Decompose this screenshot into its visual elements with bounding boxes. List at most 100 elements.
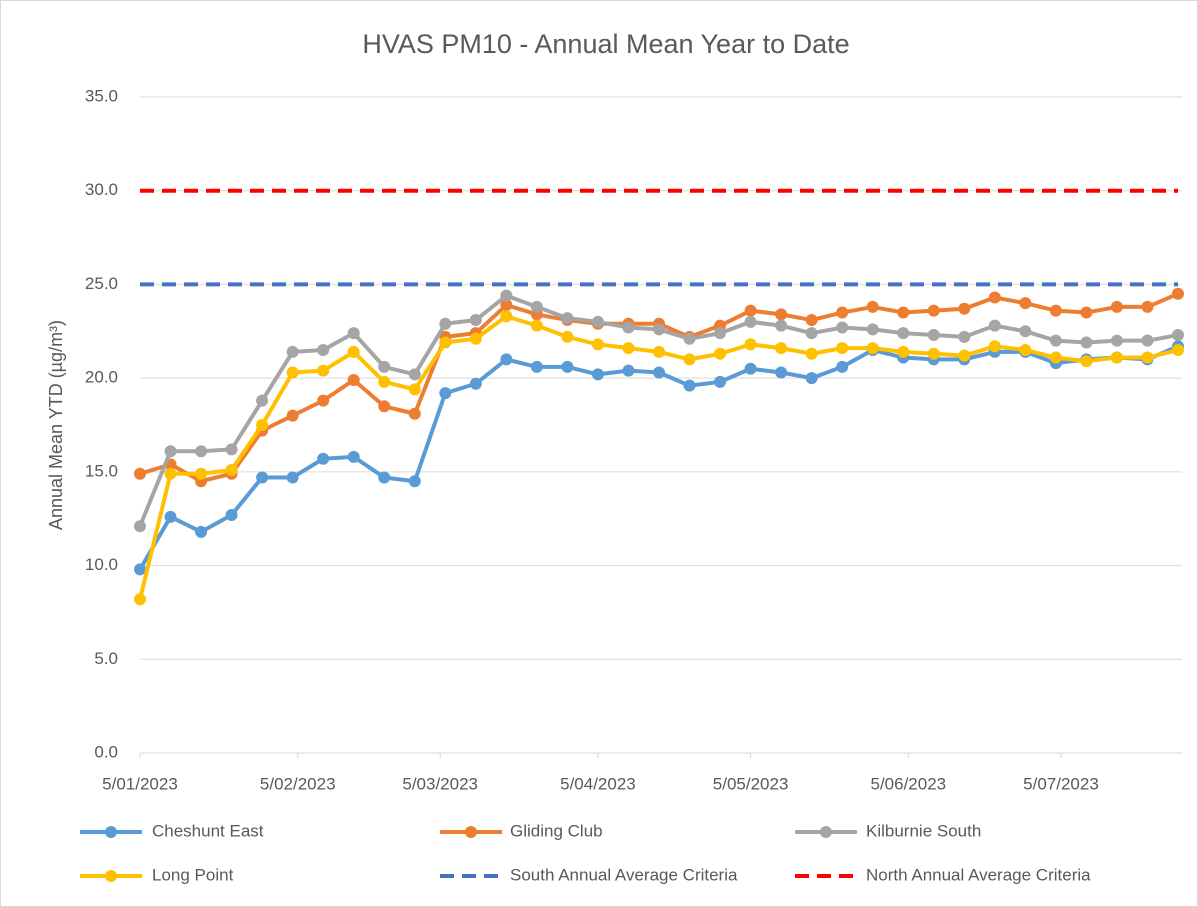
data-point bbox=[927, 304, 940, 317]
data-point bbox=[1019, 344, 1032, 357]
data-point bbox=[1110, 300, 1123, 313]
x-tick-label: 5/06/2023 bbox=[871, 774, 947, 793]
data-point bbox=[744, 315, 757, 328]
y-tick-label: 5.0 bbox=[94, 649, 118, 668]
data-point bbox=[958, 302, 971, 315]
legend-label: Gliding Club bbox=[510, 821, 603, 840]
data-point bbox=[958, 330, 971, 343]
data-point bbox=[317, 394, 330, 407]
data-point bbox=[683, 332, 696, 345]
x-tick-label: 5/05/2023 bbox=[713, 774, 789, 793]
data-point bbox=[195, 467, 208, 480]
data-point bbox=[347, 345, 360, 358]
data-point bbox=[134, 467, 146, 480]
y-tick-label: 10.0 bbox=[85, 555, 118, 574]
data-point bbox=[378, 471, 391, 484]
data-point bbox=[134, 593, 146, 606]
data-point bbox=[805, 327, 818, 340]
data-point bbox=[714, 327, 727, 340]
data-point bbox=[164, 510, 177, 523]
x-tick-label: 5/02/2023 bbox=[260, 774, 336, 793]
x-tick-label: 5/07/2023 bbox=[1023, 774, 1099, 793]
data-point bbox=[500, 299, 513, 312]
data-point bbox=[836, 306, 849, 319]
y-tick-label: 20.0 bbox=[85, 368, 118, 387]
data-point bbox=[134, 563, 146, 576]
data-point bbox=[958, 349, 971, 362]
data-point bbox=[225, 463, 238, 476]
data-point bbox=[988, 319, 1001, 332]
data-point bbox=[408, 407, 421, 420]
data-point bbox=[622, 342, 635, 355]
data-point bbox=[988, 291, 1001, 304]
x-tick-label: 5/01/2023 bbox=[102, 774, 178, 793]
data-point bbox=[347, 327, 360, 340]
data-point bbox=[408, 383, 421, 396]
data-point bbox=[378, 375, 391, 388]
data-point bbox=[1049, 351, 1062, 364]
data-point bbox=[1019, 297, 1032, 310]
data-point bbox=[1080, 306, 1093, 319]
data-point bbox=[897, 327, 910, 340]
data-point bbox=[775, 308, 788, 321]
data-point bbox=[714, 347, 727, 360]
data-point bbox=[653, 323, 665, 336]
data-point bbox=[653, 366, 665, 379]
data-point bbox=[683, 379, 696, 392]
data-point bbox=[256, 394, 269, 407]
data-point bbox=[622, 321, 635, 334]
chart-title: HVAS PM10 - Annual Mean Year to Date bbox=[362, 29, 849, 59]
data-point bbox=[1049, 304, 1062, 317]
data-point bbox=[897, 306, 910, 319]
data-point bbox=[439, 336, 452, 349]
data-point bbox=[164, 445, 177, 458]
data-point bbox=[1080, 336, 1093, 349]
data-point bbox=[530, 360, 543, 373]
data-point bbox=[836, 342, 849, 355]
legend-label: South Annual Average Criteria bbox=[510, 865, 738, 884]
data-point bbox=[408, 368, 421, 381]
data-point bbox=[927, 329, 940, 342]
data-point bbox=[378, 360, 391, 373]
data-point bbox=[469, 377, 482, 390]
legend-marker bbox=[105, 870, 117, 882]
legend-label: Long Point bbox=[152, 865, 234, 884]
data-point bbox=[1141, 334, 1154, 347]
data-point bbox=[439, 317, 452, 330]
data-point bbox=[317, 344, 330, 357]
data-point bbox=[744, 362, 757, 375]
data-point bbox=[714, 375, 727, 388]
data-point bbox=[836, 360, 849, 373]
data-point bbox=[653, 345, 665, 358]
data-point bbox=[1172, 344, 1184, 357]
data-point bbox=[1110, 351, 1123, 364]
legend-marker bbox=[820, 826, 832, 838]
y-tick-label: 15.0 bbox=[85, 461, 118, 480]
data-point bbox=[591, 368, 604, 381]
legend-label: Kilburnie South bbox=[866, 821, 981, 840]
data-point bbox=[897, 345, 910, 358]
data-point bbox=[744, 338, 757, 351]
data-point bbox=[500, 310, 513, 323]
data-point bbox=[775, 366, 788, 379]
legend-marker bbox=[105, 826, 117, 838]
legend-marker bbox=[465, 826, 477, 838]
data-point bbox=[775, 342, 788, 355]
data-point bbox=[134, 520, 146, 533]
data-point bbox=[286, 409, 299, 422]
data-point bbox=[164, 467, 177, 480]
data-point bbox=[347, 374, 360, 387]
data-point bbox=[927, 347, 940, 360]
legend-label: North Annual Average Criteria bbox=[866, 865, 1091, 884]
data-point bbox=[1019, 325, 1032, 338]
data-point bbox=[1080, 355, 1093, 368]
data-point bbox=[469, 332, 482, 345]
x-tick-label: 5/03/2023 bbox=[402, 774, 478, 793]
data-point bbox=[225, 443, 238, 456]
data-point bbox=[805, 314, 818, 327]
y-tick-label: 35.0 bbox=[85, 86, 118, 105]
data-point bbox=[256, 471, 269, 484]
data-point bbox=[836, 321, 849, 334]
